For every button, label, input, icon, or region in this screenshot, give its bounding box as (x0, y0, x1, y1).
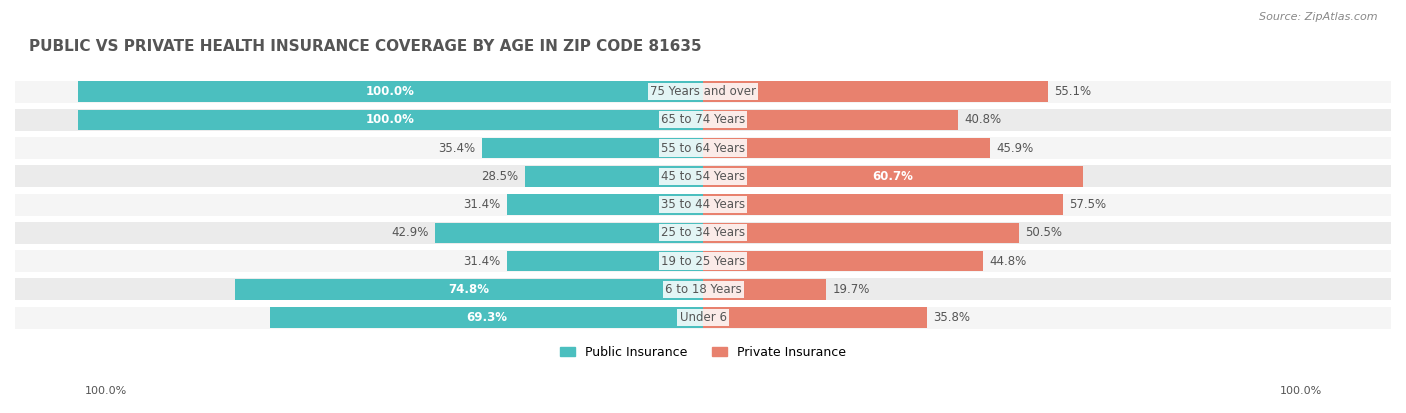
Text: 100.0%: 100.0% (84, 387, 127, 396)
Text: 28.5%: 28.5% (481, 170, 519, 183)
Text: 55.1%: 55.1% (1054, 85, 1091, 98)
Text: 69.3%: 69.3% (465, 311, 506, 324)
Text: 6 to 18 Years: 6 to 18 Years (665, 283, 741, 296)
FancyBboxPatch shape (703, 138, 990, 158)
FancyBboxPatch shape (15, 222, 1391, 244)
Text: PUBLIC VS PRIVATE HEALTH INSURANCE COVERAGE BY AGE IN ZIP CODE 81635: PUBLIC VS PRIVATE HEALTH INSURANCE COVER… (28, 39, 702, 54)
Text: 35.8%: 35.8% (934, 311, 970, 324)
Text: 75 Years and over: 75 Years and over (650, 85, 756, 98)
FancyBboxPatch shape (15, 250, 1391, 272)
FancyBboxPatch shape (15, 137, 1391, 159)
Text: 100.0%: 100.0% (366, 85, 415, 98)
Text: Source: ZipAtlas.com: Source: ZipAtlas.com (1260, 12, 1378, 22)
FancyBboxPatch shape (434, 223, 703, 243)
FancyBboxPatch shape (703, 110, 957, 130)
FancyBboxPatch shape (524, 166, 703, 187)
Text: 35 to 44 Years: 35 to 44 Years (661, 198, 745, 211)
Text: 25 to 34 Years: 25 to 34 Years (661, 226, 745, 240)
FancyBboxPatch shape (77, 110, 703, 130)
Text: 31.4%: 31.4% (463, 255, 501, 268)
Text: 100.0%: 100.0% (1279, 387, 1322, 396)
FancyBboxPatch shape (77, 81, 703, 102)
Text: 42.9%: 42.9% (391, 226, 429, 240)
Text: 45.9%: 45.9% (997, 142, 1033, 154)
FancyBboxPatch shape (703, 195, 1063, 215)
Text: 100.0%: 100.0% (366, 113, 415, 126)
FancyBboxPatch shape (703, 81, 1047, 102)
FancyBboxPatch shape (15, 165, 1391, 188)
FancyBboxPatch shape (703, 251, 983, 271)
Text: Under 6: Under 6 (679, 311, 727, 324)
Legend: Public Insurance, Private Insurance: Public Insurance, Private Insurance (555, 341, 851, 364)
Text: 19 to 25 Years: 19 to 25 Years (661, 255, 745, 268)
FancyBboxPatch shape (15, 194, 1391, 216)
FancyBboxPatch shape (15, 306, 1391, 329)
FancyBboxPatch shape (703, 166, 1083, 187)
FancyBboxPatch shape (482, 138, 703, 158)
FancyBboxPatch shape (15, 81, 1391, 102)
FancyBboxPatch shape (703, 223, 1019, 243)
FancyBboxPatch shape (703, 279, 827, 299)
FancyBboxPatch shape (15, 109, 1391, 131)
Text: 40.8%: 40.8% (965, 113, 1001, 126)
FancyBboxPatch shape (506, 195, 703, 215)
FancyBboxPatch shape (270, 307, 703, 328)
FancyBboxPatch shape (703, 307, 927, 328)
Text: 60.7%: 60.7% (872, 170, 914, 183)
Text: 31.4%: 31.4% (463, 198, 501, 211)
Text: 57.5%: 57.5% (1069, 198, 1107, 211)
Text: 65 to 74 Years: 65 to 74 Years (661, 113, 745, 126)
FancyBboxPatch shape (506, 251, 703, 271)
Text: 19.7%: 19.7% (832, 283, 870, 296)
Text: 35.4%: 35.4% (439, 142, 475, 154)
Text: 44.8%: 44.8% (990, 255, 1026, 268)
FancyBboxPatch shape (235, 279, 703, 299)
Text: 55 to 64 Years: 55 to 64 Years (661, 142, 745, 154)
Text: 45 to 54 Years: 45 to 54 Years (661, 170, 745, 183)
Text: 74.8%: 74.8% (449, 283, 489, 296)
Text: 50.5%: 50.5% (1025, 226, 1062, 240)
FancyBboxPatch shape (15, 278, 1391, 300)
